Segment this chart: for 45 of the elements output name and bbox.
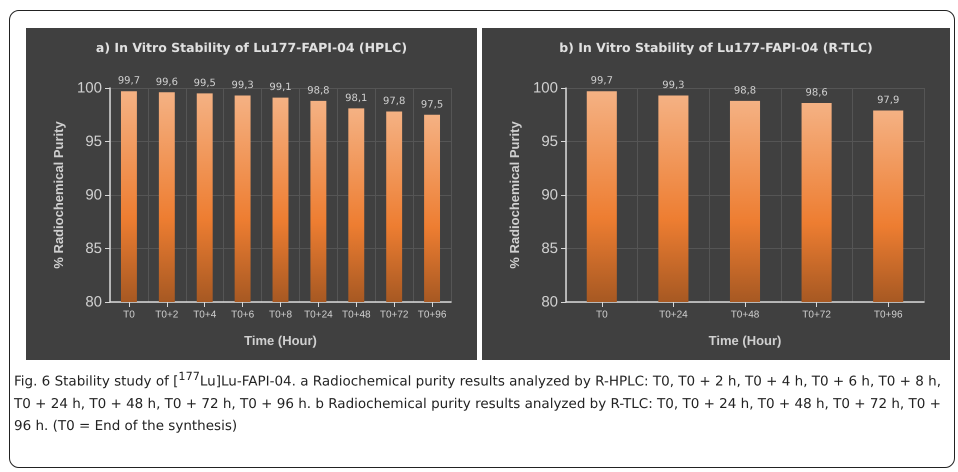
data-label: 99,7 bbox=[590, 76, 613, 87]
data-label: 99,3 bbox=[662, 80, 685, 91]
x-tick-label: T0 bbox=[123, 310, 136, 320]
chart-title: a) In Vitro Stability of Lu177-FAPI-04 (HPLC) bbox=[96, 40, 408, 55]
data-label: 98,8 bbox=[734, 85, 756, 96]
x-axis-title: Time (Hour) bbox=[244, 333, 317, 348]
y-tick-label: 95 bbox=[541, 133, 558, 150]
y-tick-label: 85 bbox=[541, 240, 558, 257]
x-tick-label: T0 bbox=[596, 310, 608, 320]
data-label: 98,8 bbox=[307, 85, 330, 96]
y-tick-label: 95 bbox=[85, 133, 102, 150]
chart-title: b) In Vitro Stability of Lu177-FAPI-04 (R-TLC) bbox=[559, 40, 873, 55]
y-tick-label: 100 bbox=[76, 80, 102, 96]
y-tick-label: 80 bbox=[541, 294, 558, 310]
y-axis-title: % Radiochemical Purity bbox=[507, 120, 522, 269]
y-tick-label: 80 bbox=[85, 294, 102, 310]
data-label: 97,5 bbox=[420, 99, 444, 110]
caption: Fig. 6 Stability study of [$^{177}$Lu]Lu-FAPI-04. a Radiochemical purity results analyzed by R-HPLC: T0, T0 + 2 h, T0 + 4 h, T0 + 6 h, T0 + 8 h, T0 + 24 h, T0 + 48 h, T0 + 72 h, T0 + 96 h. b Radiochemical purity results analyzed by R-TLC: T0, T0 + 24 h, T0 + 48 h, T0 + 72 h, T0 + 96 h. (T0 = End of the synthesis) bbox=[14, 369, 942, 436]
data-label: 98,1 bbox=[345, 92, 368, 104]
data-label: 99,1 bbox=[269, 82, 292, 94]
data-label: 99,3 bbox=[231, 80, 254, 91]
y-tick-label: 90 bbox=[85, 186, 102, 204]
data-label: 99,5 bbox=[194, 78, 216, 89]
data-label: 99,6 bbox=[156, 76, 178, 88]
x-tick-label: T0+8 bbox=[268, 310, 292, 320]
y-axis-title: % Radiochemical Purity bbox=[51, 120, 66, 269]
x-tick-label: T0+96 bbox=[874, 310, 903, 320]
y-tick-label: 85 bbox=[85, 240, 102, 257]
y-tick-label: 90 bbox=[541, 186, 558, 204]
x-axis-title: Time (Hour) bbox=[708, 333, 782, 348]
x-tick-label: T0+24 bbox=[659, 310, 688, 320]
x-tick-label: T0+48 bbox=[730, 310, 760, 320]
data-label: 98,6 bbox=[805, 87, 828, 98]
x-tick-label: T0+6 bbox=[231, 310, 255, 320]
x-tick-label: T0+48 bbox=[342, 310, 372, 320]
x-tick-label: T0+2 bbox=[155, 310, 179, 320]
y-tick-label: 100 bbox=[532, 80, 558, 96]
x-tick-label: T0+24 bbox=[304, 310, 334, 320]
x-tick-label: T0+72 bbox=[380, 310, 409, 320]
data-label: 97,8 bbox=[383, 96, 406, 108]
data-label: 97,9 bbox=[877, 94, 900, 106]
x-tick-label: T0+96 bbox=[418, 310, 447, 320]
data-label: 99,7 bbox=[118, 76, 140, 87]
x-tick-label: T0+4 bbox=[193, 310, 217, 320]
x-tick-label: T0+72 bbox=[802, 310, 832, 320]
